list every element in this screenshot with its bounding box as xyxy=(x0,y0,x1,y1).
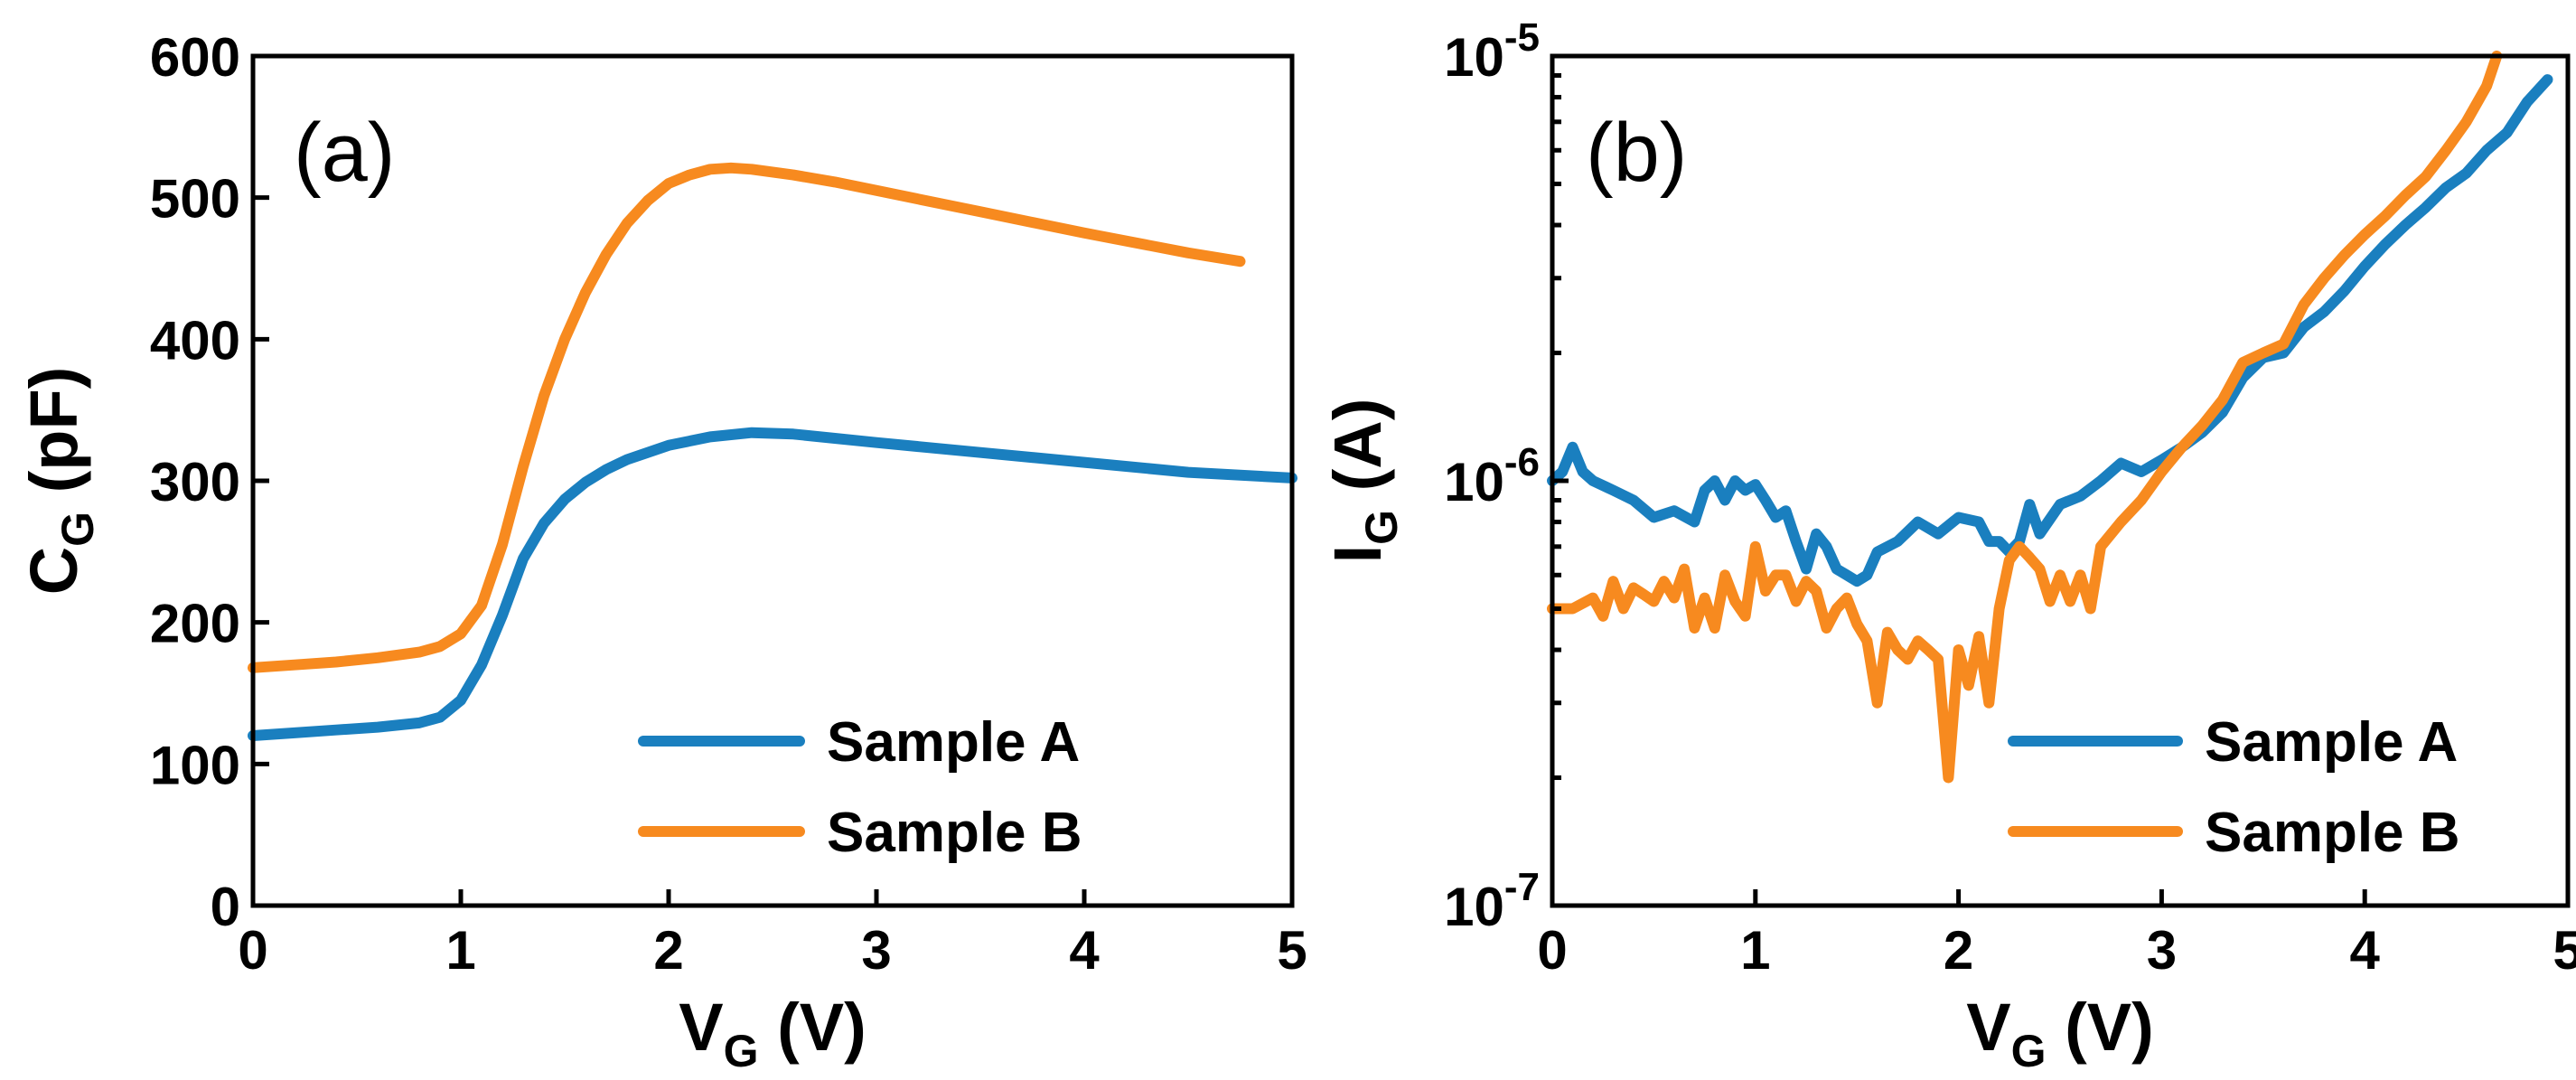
chart-a-y-axis-title: CG (pF) xyxy=(16,367,103,596)
chart-b-legend: Sample A Sample B xyxy=(2008,711,2460,864)
chart-a-y-tick-label: 600 xyxy=(150,27,240,88)
chart-b-x-axis-title: VG (V) xyxy=(1966,990,2153,1075)
chart-b-x-tick-label: 1 xyxy=(1740,920,1770,981)
chart-a-y-tick-label: 200 xyxy=(150,594,240,654)
chart-b-x-tick-label: 0 xyxy=(1537,920,1567,981)
chart-a-x-tick-label: 0 xyxy=(238,920,267,981)
chart-b-x-tick-label: 2 xyxy=(1944,920,1973,981)
chart-b-y-title-sub: G xyxy=(1356,510,1407,545)
chart-b-y-axis-title: IG (A) xyxy=(1320,399,1407,564)
chart-a-panel-label: (a) xyxy=(294,107,395,199)
chart-b-y-ticks: 10-7 10-6 10-5 xyxy=(1444,15,1569,937)
chart-a-legend-label-sample-a: Sample A xyxy=(827,711,1080,774)
chart-b-legend-label-sample-a: Sample A xyxy=(2205,711,2458,774)
chart-a-series xyxy=(248,162,1297,741)
chart-b-x-ticks: 0 1 2 3 4 5 xyxy=(1537,889,2576,981)
chart-b-panel-label: (b) xyxy=(1586,107,1687,199)
chart-a-x-tick-label: 4 xyxy=(1069,920,1100,981)
chart-a-y-ticks: 0 100 200 300 400 500 600 xyxy=(150,27,269,937)
chart-b-x-tick-label: 3 xyxy=(2147,920,2177,981)
chart-b-y-title-unit: (A) xyxy=(1320,399,1395,510)
chart-a-x-title-main: V xyxy=(679,990,723,1065)
chart-a-x-tick-label: 5 xyxy=(1277,920,1307,981)
chart-a-x-ticks: 0 1 2 3 4 5 xyxy=(238,889,1307,981)
chart-a-x-axis-title: VG (V) xyxy=(679,990,866,1075)
chart-b-x-title-sub: G xyxy=(2011,1026,2047,1075)
chart-a-y-tick-label: 300 xyxy=(150,452,240,512)
chart-b-x-tick-label: 4 xyxy=(2350,920,2381,981)
chart-b-y-title-main: I xyxy=(1320,545,1395,564)
chart-b-y-tick-label: 10-6 xyxy=(1444,440,1540,512)
chart-a-x-title-unit: (V) xyxy=(759,990,866,1065)
chart-a-y-tick-label: 100 xyxy=(150,735,240,795)
chart-a-y-tick-label: 0 xyxy=(211,877,240,937)
chart-b-line-sample-a xyxy=(1547,74,2553,587)
chart-b-x-title-unit: (V) xyxy=(2047,990,2154,1065)
chart-a-y-title-unit: (pF) xyxy=(16,367,91,512)
chart-a-y-title-main: C xyxy=(16,547,91,595)
chart-b-x-tick-label: 5 xyxy=(2553,920,2576,981)
chart-b-y-tick-label: 10-7 xyxy=(1444,865,1540,937)
chart-a-x-title-sub: G xyxy=(724,1026,759,1075)
chart-a-x-tick-label: 3 xyxy=(861,920,891,981)
chart-a-x-tick-label: 2 xyxy=(653,920,683,981)
chart-a-plot-frame xyxy=(250,53,1295,908)
chart-b-line-sample-b xyxy=(1547,51,2503,784)
chart-b-series xyxy=(1547,51,2553,784)
chart-b-y-tick-label: 10-5 xyxy=(1444,15,1540,88)
chart-b-legend-label-sample-b: Sample B xyxy=(2205,802,2460,864)
chart-a-y-title-sub: G xyxy=(52,512,103,547)
chart-a-y-tick-label: 500 xyxy=(150,169,240,230)
chart-a-x-tick-label: 1 xyxy=(445,920,475,981)
chart-a-legend-label-sample-b: Sample B xyxy=(827,802,1082,864)
chart-a-y-tick-label: 400 xyxy=(150,310,240,371)
chart-a-legend: Sample A Sample B xyxy=(638,711,1082,864)
chart-a-line-sample-b xyxy=(248,162,1246,673)
chart-a-line-sample-a xyxy=(248,427,1297,741)
chart-b-x-title-main: V xyxy=(1966,990,2010,1065)
